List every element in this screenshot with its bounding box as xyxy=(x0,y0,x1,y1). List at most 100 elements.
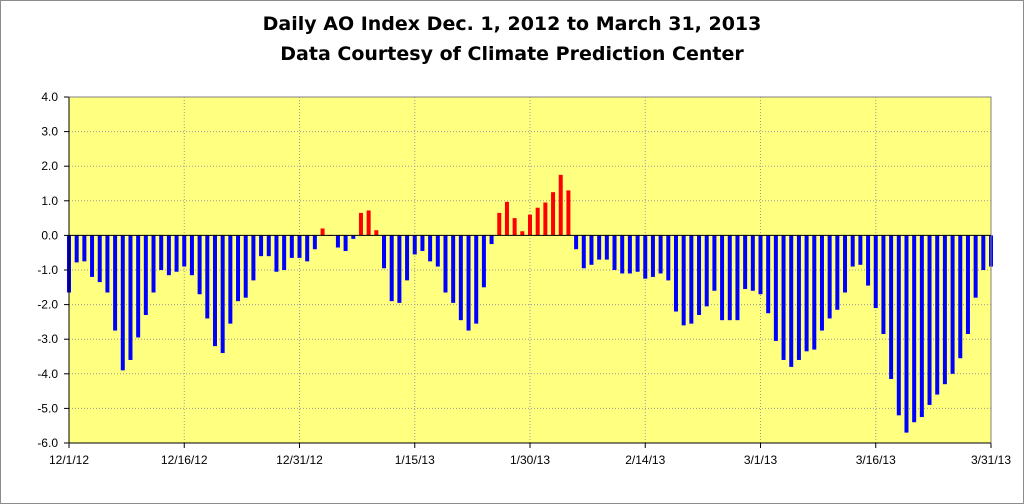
ao-bar xyxy=(504,201,509,236)
ao-bar xyxy=(597,235,602,260)
y-tick-label: 0.0 xyxy=(41,228,58,242)
y-tick-label: -2.0 xyxy=(37,298,58,312)
ao-bar xyxy=(228,235,233,324)
ao-bar xyxy=(259,235,264,257)
ao-bar xyxy=(635,235,640,272)
ao-bar xyxy=(351,235,356,239)
ao-bar xyxy=(274,235,279,272)
ao-bar xyxy=(812,235,817,350)
ao-bar xyxy=(128,235,133,360)
ao-bar xyxy=(965,235,970,335)
y-tick-label: -6.0 xyxy=(37,436,58,450)
ao-bar xyxy=(919,235,924,418)
ao-bar xyxy=(881,235,886,335)
ao-bar xyxy=(697,235,702,315)
ao-bar xyxy=(673,235,678,312)
x-tick-label: 3/16/13 xyxy=(856,453,896,467)
ao-bar xyxy=(558,174,563,236)
ao-bar xyxy=(151,235,156,293)
ao-bar xyxy=(750,235,755,291)
ao-bar xyxy=(236,235,241,302)
y-tick-label: 3.0 xyxy=(41,125,58,139)
ao-bar xyxy=(189,235,194,276)
ao-bar xyxy=(420,235,425,251)
ao-bar xyxy=(735,235,740,321)
y-tick-label: 2.0 xyxy=(41,159,58,173)
ao-bar xyxy=(904,235,909,433)
ao-bar xyxy=(643,235,648,279)
ao-bar xyxy=(935,235,940,395)
ao-bar xyxy=(443,235,448,293)
ao-bar xyxy=(704,235,709,307)
ao-bar xyxy=(382,235,387,269)
ao-bar xyxy=(320,228,325,236)
ao-bar xyxy=(335,235,340,248)
ao-bar xyxy=(927,235,932,405)
ao-bar xyxy=(497,212,502,236)
ao-bar xyxy=(374,230,379,236)
ao-bar xyxy=(212,235,217,347)
ao-bar xyxy=(74,235,79,263)
ao-bar xyxy=(720,235,725,321)
ao-bar xyxy=(858,235,863,265)
ao-bar xyxy=(412,235,417,255)
ao-bar xyxy=(343,235,348,251)
ao-bar xyxy=(220,235,225,354)
ao-bar xyxy=(166,235,171,276)
ao-bar xyxy=(474,235,479,324)
ao-bar xyxy=(136,235,141,338)
ao-bar xyxy=(389,235,394,302)
ao-bar xyxy=(804,235,809,352)
ao-bar xyxy=(428,235,433,262)
ao-bar xyxy=(796,235,801,360)
ao-bar xyxy=(82,235,87,262)
ao-bar xyxy=(543,202,548,236)
ao-bar xyxy=(819,235,824,331)
ao-bar xyxy=(458,235,463,321)
ao-bar xyxy=(766,235,771,314)
y-tick-label: 1.0 xyxy=(41,194,58,208)
ao-bar xyxy=(520,231,525,236)
y-tick-label: -5.0 xyxy=(37,401,58,415)
ao-bar xyxy=(627,235,632,274)
ao-bar xyxy=(743,235,748,290)
x-tick-label: 1/15/13 xyxy=(395,453,435,467)
ao-bar xyxy=(435,235,440,267)
ao-bar xyxy=(958,235,963,359)
ao-bar xyxy=(512,218,517,236)
x-tick-label: 3/31/13 xyxy=(971,453,1011,467)
ao-bar xyxy=(773,235,778,341)
chart-title: Daily AO Index Dec. 1, 2012 to March 31,… xyxy=(262,13,762,35)
ao-bar xyxy=(97,235,102,283)
ao-bar xyxy=(658,235,663,274)
x-tick-label: 1/30/13 xyxy=(510,453,550,467)
ao-bar xyxy=(866,235,871,286)
chart-subtitle: Data Courtesy of Climate Prediction Cent… xyxy=(280,43,744,65)
ao-bar xyxy=(789,235,794,367)
ao-bar xyxy=(873,235,878,309)
ao-bar xyxy=(405,235,410,281)
ao-bar xyxy=(113,235,118,331)
ao-bar xyxy=(358,212,363,236)
ao-bar xyxy=(712,235,717,291)
ao-bar xyxy=(566,190,571,236)
ao-bar xyxy=(366,210,371,236)
ao-bar xyxy=(666,235,671,281)
ao-bar xyxy=(535,207,540,236)
ao-bar xyxy=(727,235,732,321)
ao-bar xyxy=(528,214,532,236)
ao-bar xyxy=(159,235,164,270)
x-tick-label: 12/16/12 xyxy=(161,453,208,467)
y-tick-label: -4.0 xyxy=(37,367,58,381)
ao-bar xyxy=(650,235,655,277)
x-tick-label: 2/14/13 xyxy=(625,453,665,467)
ao-bar xyxy=(758,235,763,295)
y-tick-label: 4.0 xyxy=(41,90,58,104)
x-tick-label: 12/1/12 xyxy=(49,453,89,467)
ao-bar xyxy=(604,235,609,260)
ao-bar xyxy=(574,235,579,250)
ao-bar xyxy=(481,235,486,288)
ao-bar xyxy=(174,235,179,272)
ao-bar xyxy=(681,235,686,326)
